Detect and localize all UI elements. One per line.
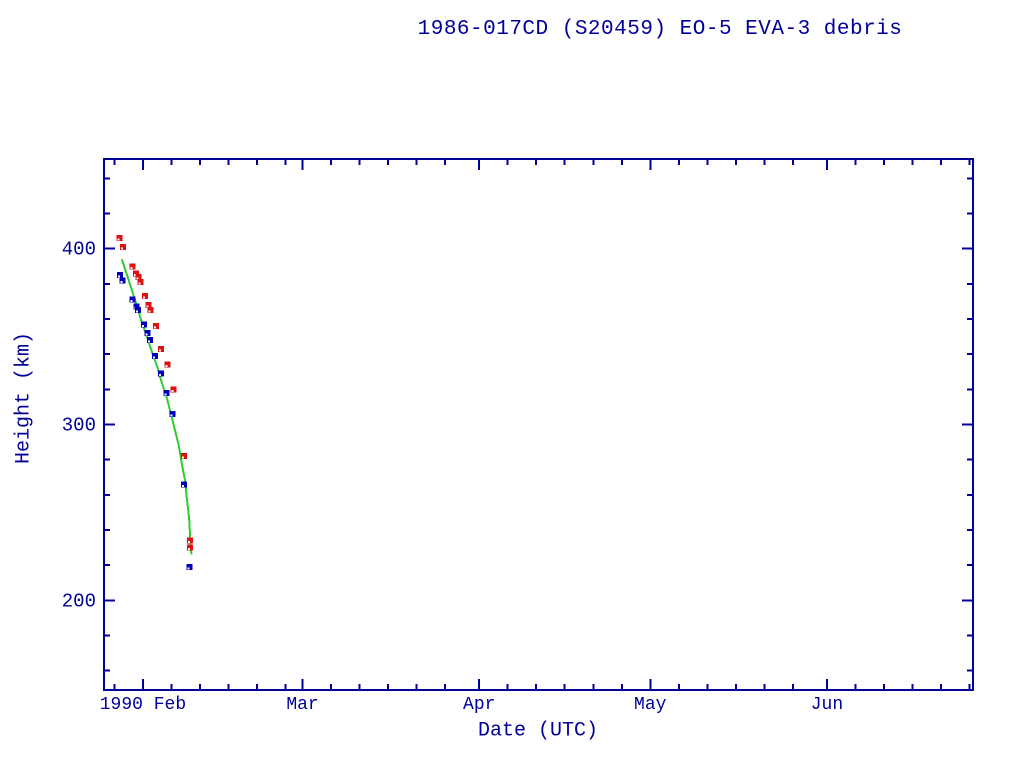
data-point-red_squares (119, 243, 126, 250)
data-point-notch (120, 247, 123, 250)
data-point-notch (154, 326, 157, 329)
x-tick-label: 1990 Feb (100, 695, 186, 715)
data-point-notch (187, 567, 190, 570)
data-point-notch (188, 541, 191, 544)
data-point-notch (188, 548, 191, 551)
y-tick-label: 300 (62, 415, 96, 437)
data-point-red_squares (137, 279, 144, 286)
data-point-blue_squares (117, 272, 124, 279)
data-point-red_squares (170, 386, 177, 393)
data-point-blue_squares (119, 277, 126, 284)
data-point-blue_squares (141, 321, 148, 328)
data-point-red_squares (129, 263, 136, 270)
data-point-notch (159, 349, 162, 352)
data-point-blue_squares (158, 370, 165, 377)
data-point-notch (181, 484, 184, 487)
data-point-notch (147, 340, 150, 343)
data-point-blue_squares (146, 337, 153, 344)
data-point-notch (117, 238, 120, 241)
data-point-red_squares (116, 235, 123, 242)
data-point-red_squares (145, 301, 152, 308)
y-tick-label: 400 (62, 239, 96, 261)
data-point-notch (165, 365, 168, 368)
data-point-notch (136, 277, 139, 280)
data-point-notch (120, 280, 123, 283)
data-point-notch (138, 282, 141, 285)
data-point-notch (171, 389, 174, 392)
green_fit_line-curve (120, 258, 193, 555)
x-tick-label: May (634, 695, 667, 715)
plot-frame (103, 158, 974, 691)
data-point-red_squares (180, 453, 187, 460)
data-point-notch (145, 333, 148, 336)
data-point-red_squares (164, 361, 171, 368)
data-point-notch (181, 456, 184, 459)
data-point-blue_squares (134, 307, 141, 314)
x-tick-label: Jun (811, 695, 843, 715)
data-point-blue_squares (186, 563, 193, 570)
x-tick-label: Apr (463, 695, 495, 715)
data-point-red_squares (142, 293, 149, 300)
data-point-notch (142, 324, 145, 327)
data-point-red_squares (147, 307, 154, 314)
data-point-blue_squares (169, 410, 176, 417)
x-tick-label: Mar (286, 695, 318, 715)
chart-title: 1986-017CD (S20459) EO-5 EVA-3 debris (417, 18, 903, 41)
data-point-red_squares (158, 345, 165, 352)
data-point-blue_squares (163, 389, 170, 396)
data-point-notch (134, 273, 137, 276)
data-point-notch (130, 266, 133, 269)
data-point-notch (170, 414, 173, 417)
data-point-red_squares (187, 544, 194, 551)
data-point-blue_squares (144, 330, 151, 337)
data-point-blue_squares (180, 481, 187, 488)
x-axis-label: Date (UTC) (477, 719, 599, 743)
data-point-notch (130, 300, 133, 303)
data-point-notch (159, 374, 162, 377)
data-point-blue_squares (129, 296, 136, 303)
y-tick-label: 200 (62, 590, 96, 612)
data-point-red_squares (133, 270, 140, 277)
data-point-notch (118, 275, 121, 278)
data-point-red_squares (135, 273, 142, 280)
data-point-blue_squares (151, 352, 158, 359)
data-point-notch (143, 296, 146, 299)
data-point-blue_squares (133, 303, 140, 310)
data-point-red_squares (153, 323, 160, 330)
data-point-notch (146, 305, 149, 308)
data-point-notch (164, 393, 167, 396)
data-point-notch (152, 356, 155, 359)
y-axis-label: Height (km) (12, 331, 36, 465)
data-point-notch (148, 310, 151, 313)
data-point-red_squares (187, 537, 194, 544)
data-point-notch (135, 310, 138, 313)
